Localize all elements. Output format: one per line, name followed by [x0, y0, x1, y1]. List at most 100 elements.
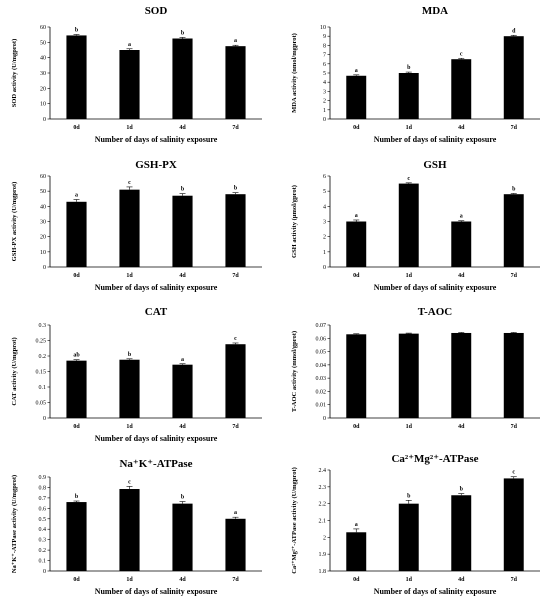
chart-panel-1: SOD 0 10 20 30 40 50 60 SOD activity (U/mgprot) b…	[11, 5, 262, 144]
significance-letter: b	[234, 186, 238, 192]
y-tick-label: 5	[323, 71, 326, 77]
y-tick-label: 0.15	[36, 370, 47, 376]
y-tick-label: 40	[40, 56, 46, 62]
y-tick-label: 0.02	[316, 389, 327, 395]
x-axis-label: Number of days of salinity exposure	[95, 587, 218, 596]
x-tick-label: 0d	[353, 273, 360, 279]
x-tick-label: 1d	[406, 577, 413, 583]
y-axis-label: CAT activity (U/mgprot)	[11, 337, 18, 405]
y-tick-label: 0.3	[39, 538, 47, 544]
significance-letter: c	[512, 470, 515, 476]
x-tick-label: 0d	[73, 577, 80, 583]
significance-letter: b	[512, 186, 516, 192]
y-tick-label: 2.1	[319, 519, 327, 525]
y-tick-label: 10	[40, 102, 46, 108]
x-tick-label: 1d	[406, 424, 413, 430]
y-tick-label: 2.2	[319, 502, 327, 508]
x-tick-label: 4d	[179, 424, 186, 430]
bar-0d	[66, 502, 87, 571]
chart-panel-7: Na⁺K⁺-ATPase 0 0.1 0.2 0.3 0.4 0.5 0.6 0.7 0.8 0.9…	[11, 458, 262, 596]
chart-title: GSH-PX	[135, 159, 177, 171]
y-tick-label: 0.07	[316, 323, 327, 329]
significance-letter: b	[75, 28, 79, 34]
y-tick-label: 50	[40, 40, 46, 46]
x-tick-label: 0d	[73, 424, 80, 430]
y-tick-label: 0	[323, 416, 326, 422]
significance-letter: b	[181, 30, 185, 36]
y-axis-label: Ca²⁺Mg²⁺-ATPase activity (U/mgprot)	[291, 467, 298, 574]
significance-letter: b	[460, 487, 464, 493]
x-tick-label: 1d	[126, 125, 133, 131]
significance-letter: b	[181, 495, 185, 501]
y-tick-label: 0.1	[39, 385, 47, 391]
y-tick-label: 0.05	[36, 401, 47, 407]
bar-0d	[66, 360, 87, 418]
bar-4d	[172, 364, 193, 418]
bar-4d	[451, 495, 472, 571]
bar-7d	[225, 46, 246, 119]
y-axis-label: MDA activity (nmol/mgprot)	[291, 33, 298, 113]
significance-letter: b	[128, 352, 132, 358]
significance-letter: a	[355, 522, 358, 528]
y-tick-label: 8	[323, 43, 326, 49]
y-tick-label: 6	[323, 62, 326, 68]
x-axis-label: Number of days of salinity exposure	[374, 587, 497, 596]
x-tick-label: 4d	[458, 577, 465, 583]
x-axis-label: Number of days of salinity exposure	[95, 283, 218, 292]
y-tick-label: 2.3	[319, 485, 327, 491]
x-tick-label: 1d	[406, 125, 413, 131]
y-tick-label: 2.4	[319, 468, 327, 474]
significance-letter: c	[407, 176, 410, 182]
y-tick-label: 20	[40, 86, 46, 92]
bar-0d	[346, 334, 367, 418]
bar-7d	[225, 194, 246, 267]
y-tick-label: 2	[323, 99, 326, 105]
y-tick-label: 10	[40, 250, 46, 256]
x-tick-label: 0d	[353, 577, 360, 583]
y-axis-label: Na⁺K⁺-ATPase activity (U/mgprot)	[11, 475, 18, 573]
chart-title: Ca²⁺Mg²⁺-ATPase	[391, 453, 478, 465]
significance-letter: d	[512, 28, 516, 34]
significance-letter: c	[128, 479, 131, 485]
significance-letter: a	[355, 68, 358, 74]
chart-title: GSH	[423, 159, 447, 171]
bar-1d	[398, 73, 419, 119]
y-tick-label: 0	[43, 416, 46, 422]
significance-letter: ab	[73, 353, 80, 359]
significance-letter: a	[128, 42, 131, 48]
significance-letter: b	[181, 187, 185, 193]
significance-letter: b	[407, 65, 411, 71]
x-tick-label: 7d	[232, 424, 239, 430]
y-tick-label: 30	[40, 220, 46, 226]
y-tick-label: 2	[323, 535, 326, 541]
y-tick-label: 0.4	[39, 527, 47, 533]
bar-7d	[503, 194, 524, 267]
y-tick-label: 0.01	[316, 403, 327, 409]
y-tick-label: 0	[323, 117, 326, 123]
bar-4d	[451, 59, 472, 119]
y-tick-label: 0.2	[39, 354, 47, 360]
y-tick-label: 9	[323, 34, 326, 40]
bar-0d	[66, 201, 87, 267]
y-tick-label: 1.9	[319, 552, 327, 558]
y-tick-label: 0	[43, 117, 46, 123]
y-tick-label: 0	[43, 569, 46, 575]
chart-panel-4: GSH 0 1 2 3 4 5 6 GSH activity (µmol/gprot) a 0d c 1…	[291, 159, 540, 292]
x-axis-label: Number of days of salinity exposure	[374, 135, 497, 144]
y-tick-label: 0.25	[36, 339, 47, 345]
y-tick-label: 0.06	[316, 336, 327, 342]
y-tick-label: 6	[323, 174, 326, 180]
bar-0d	[66, 35, 87, 119]
x-tick-label: 0d	[353, 125, 360, 131]
y-tick-label: 0.3	[39, 323, 47, 329]
x-tick-label: 7d	[232, 125, 239, 131]
bar-7d	[503, 332, 524, 418]
y-tick-label: 0.9	[39, 475, 47, 481]
x-tick-label: 1d	[126, 424, 133, 430]
bar-1d	[398, 503, 419, 571]
y-tick-label: 50	[40, 189, 46, 195]
y-tick-label: 1.8	[319, 569, 327, 575]
bar-7d	[503, 478, 524, 571]
significance-letter: a	[234, 38, 237, 44]
